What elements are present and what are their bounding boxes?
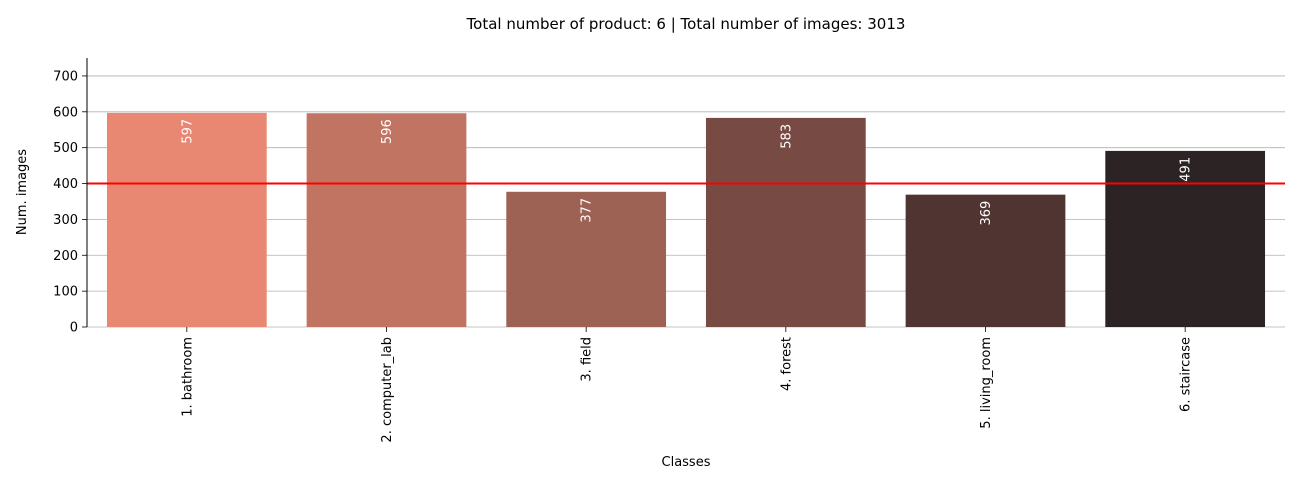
x-axis-label: Classes (662, 455, 711, 470)
bar (1105, 150, 1266, 327)
y-tick-label: 300 (53, 213, 78, 228)
bar-value-label: 597 (180, 119, 195, 144)
x-axis-ticks: 1. bathroom 2. computer_lab 3. field 4. for… (180, 327, 1194, 443)
bar-value-label: 377 (580, 198, 595, 223)
bar-value-label: 369 (979, 201, 994, 226)
bar-value-label: 583 (779, 124, 794, 149)
y-tick-label: 0 (70, 321, 78, 336)
y-tick-label: 500 (53, 141, 78, 156)
y-tick-label: 700 (53, 69, 78, 84)
bar (705, 117, 866, 327)
x-tick-label: 1. bathroom (180, 337, 195, 417)
y-axis-ticks: 0 100 200 300 400 500 600 700 (53, 69, 87, 336)
bars (106, 112, 1266, 327)
bar (905, 194, 1066, 327)
y-tick-label: 200 (53, 249, 78, 264)
bar (106, 112, 267, 327)
bar-value-label: 596 (380, 119, 395, 144)
x-tick-label: 4. forest (779, 337, 794, 391)
x-tick-label: 3. field (580, 337, 595, 382)
bar (306, 113, 467, 327)
y-tick-label: 400 (53, 177, 78, 192)
bar-value-label: 491 (1179, 157, 1194, 182)
chart-title: Total number of product: 6 | Total numbe… (466, 15, 906, 33)
bar (506, 191, 667, 327)
x-tick-label: 5. living_room (979, 337, 994, 429)
x-tick-label: 6. staircase (1179, 337, 1194, 412)
y-tick-label: 600 (53, 105, 78, 120)
bar-value-labels: 597 596 377 583 369 491 (180, 119, 1193, 226)
y-tick-label: 100 (53, 285, 78, 300)
x-tick-label: 2. computer_lab (380, 337, 395, 443)
y-axis-label: Num. images (15, 149, 30, 235)
